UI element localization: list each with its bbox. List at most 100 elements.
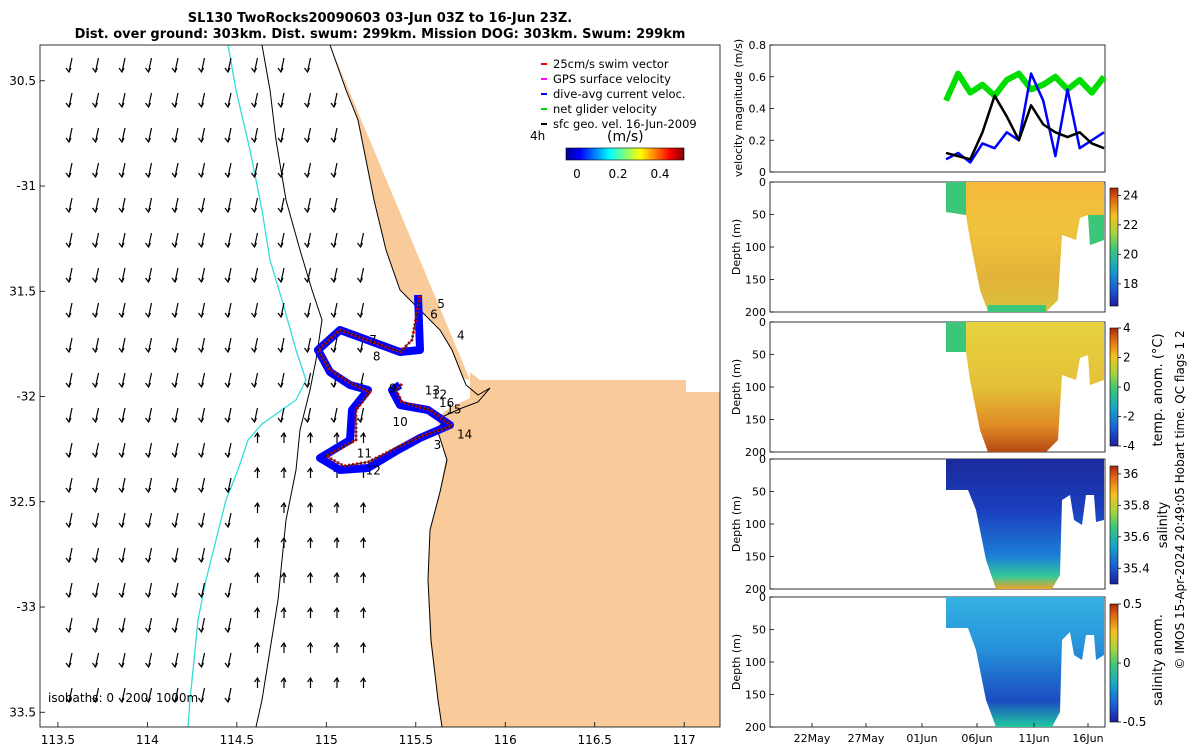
colorbar-tick-label: 22 bbox=[1123, 218, 1138, 232]
velocity-arrow-head bbox=[118, 277, 125, 284]
velocity-arrow-head bbox=[92, 662, 99, 669]
salinity-anomaly-section bbox=[946, 597, 1104, 727]
waypoint-label: 12 bbox=[366, 463, 381, 477]
velocity-arrow-head bbox=[65, 522, 72, 529]
velocity-arrow-head bbox=[360, 501, 367, 508]
colorbar-tick-label: 20 bbox=[1123, 247, 1138, 261]
waypoint-label: 9 bbox=[389, 381, 397, 395]
velocity-arrow-head bbox=[118, 102, 125, 109]
colorbar-title: (m/s) bbox=[607, 129, 644, 145]
waypoint-label: 10 bbox=[393, 415, 408, 429]
velocity-arrow-head bbox=[307, 431, 314, 438]
depth-label-2: Depth (m) bbox=[730, 359, 743, 415]
velocity-arrow-head bbox=[254, 501, 261, 508]
depth-axis-ticks: 0501001502000501001502000501001502000501… bbox=[745, 176, 774, 734]
velocity-arrow-head bbox=[254, 431, 261, 438]
depth-tick-label: 200 bbox=[745, 306, 766, 319]
colorbar-tick-label: 35.6 bbox=[1123, 530, 1150, 544]
velocity-ylabel: velocity magnitude (m/s) bbox=[732, 39, 745, 177]
velocity-arrow-head bbox=[171, 417, 178, 424]
velocity-arrow-head bbox=[198, 312, 205, 319]
velocity-arrow-head bbox=[277, 347, 284, 354]
coastline-0m bbox=[329, 45, 491, 727]
velocity-y-ticks: 0 0.2 0.4 0.6 0.8 bbox=[749, 39, 774, 179]
depth-tick-label: 200 bbox=[745, 583, 766, 596]
velocity-arrow-head bbox=[145, 347, 152, 354]
velocity-arrow-head bbox=[251, 242, 258, 249]
waypoint-label: 7 bbox=[369, 333, 377, 347]
velocity-arrow-head bbox=[118, 592, 125, 599]
velocity-arrow-head bbox=[224, 627, 231, 634]
velocity-arrow-head bbox=[254, 606, 261, 613]
velocity-series bbox=[943, 70, 1107, 164]
velocity-arrow-head bbox=[224, 592, 231, 599]
velocity-arrow-head bbox=[280, 431, 287, 438]
waypoint-label: 14 bbox=[457, 428, 472, 442]
velocity-arrow-head bbox=[145, 487, 152, 494]
velocity-arrow-head bbox=[280, 571, 287, 578]
velocity-arrow-head bbox=[198, 662, 205, 669]
map-y-tick-label: 30.5 bbox=[9, 74, 36, 88]
waypoint-label: 11 bbox=[357, 447, 372, 461]
velocity-arrow-head bbox=[118, 522, 125, 529]
depth-tick-label: 50 bbox=[752, 209, 766, 222]
legend-entry: sfc geo. vel. 16-Jun-2009 bbox=[553, 117, 697, 131]
velocity-arrow-head bbox=[92, 452, 99, 459]
velocity-arrow-head bbox=[198, 627, 205, 634]
depth-tick-label: 100 bbox=[745, 518, 766, 531]
map-x-tick-label: 115.5 bbox=[399, 733, 433, 747]
velocity-arrow-head bbox=[224, 382, 231, 389]
velocity-arrow-head bbox=[118, 137, 125, 144]
velocity-arrow-head bbox=[92, 382, 99, 389]
velocity-arrow-head bbox=[277, 417, 284, 424]
velocity-arrow-head bbox=[65, 347, 72, 354]
velocity-arrow-head bbox=[330, 417, 337, 424]
depth-tick-label: 50 bbox=[752, 349, 766, 362]
velocity-arrow-head bbox=[118, 242, 125, 249]
map-x-tick-label: 113.5 bbox=[41, 733, 75, 747]
colorbar-tick-label: 18 bbox=[1123, 277, 1138, 291]
velocity-arrow-head bbox=[118, 207, 125, 214]
velocity-arrow-head bbox=[277, 242, 284, 249]
velocity-arrow-head bbox=[65, 382, 72, 389]
velocity-arrow-head bbox=[307, 606, 314, 613]
colorbar-tick-label: -4 bbox=[1123, 439, 1135, 453]
velocity-arrow-head bbox=[118, 347, 125, 354]
net-glider-velocity-track bbox=[317, 295, 453, 467]
velocity-arrow-head bbox=[171, 382, 178, 389]
velocity-arrow-head bbox=[360, 606, 367, 613]
velocity-series-line bbox=[943, 70, 1107, 102]
velocity-arrow-head bbox=[92, 347, 99, 354]
velocity-arrow-head bbox=[65, 592, 72, 599]
map-x-tick-label: 117 bbox=[673, 733, 696, 747]
velocity-arrow-head bbox=[277, 382, 284, 389]
velocity-arrow-head bbox=[224, 452, 231, 459]
colorbar-tick-label: -0.5 bbox=[1123, 715, 1146, 729]
velocity-arrow-head bbox=[251, 312, 258, 319]
depth-label-4: Depth (m) bbox=[730, 634, 743, 690]
colorbar-tick-0: 0 bbox=[573, 167, 581, 181]
waypoint-label: 4 bbox=[457, 329, 465, 343]
velocity-arrow-head bbox=[145, 522, 152, 529]
velocity-arrow-head bbox=[330, 242, 337, 249]
velocity-arrow-head bbox=[304, 137, 311, 144]
imos-credit: © IMOS 15-Apr-2024 20:49:05 Hobart time.… bbox=[1173, 330, 1187, 669]
velocity-arrow-head bbox=[65, 172, 72, 179]
velocity-arrow-head bbox=[198, 522, 205, 529]
velocity-arrow-head bbox=[145, 242, 152, 249]
map-x-tick-label: 114.5 bbox=[220, 733, 254, 747]
velocity-arrow-head bbox=[307, 676, 314, 683]
chart-title-line-2: Dist. over ground: 303km. Dist. swum: 29… bbox=[74, 27, 686, 42]
depth-tick-label: 150 bbox=[745, 274, 766, 287]
depth-tick-label: 50 bbox=[752, 486, 766, 499]
velocity-arrow-head bbox=[330, 347, 337, 354]
velocity-arrow-head bbox=[277, 312, 284, 319]
velocity-arrow-head bbox=[171, 487, 178, 494]
depth-tick-label: 100 bbox=[745, 381, 766, 394]
salinity-colorbar bbox=[1109, 465, 1119, 585]
velocity-arrow-head bbox=[65, 242, 72, 249]
velocity-arrow-head bbox=[360, 676, 367, 683]
velocity-arrow-head bbox=[198, 67, 205, 74]
velocity-arrow-head bbox=[198, 172, 205, 179]
